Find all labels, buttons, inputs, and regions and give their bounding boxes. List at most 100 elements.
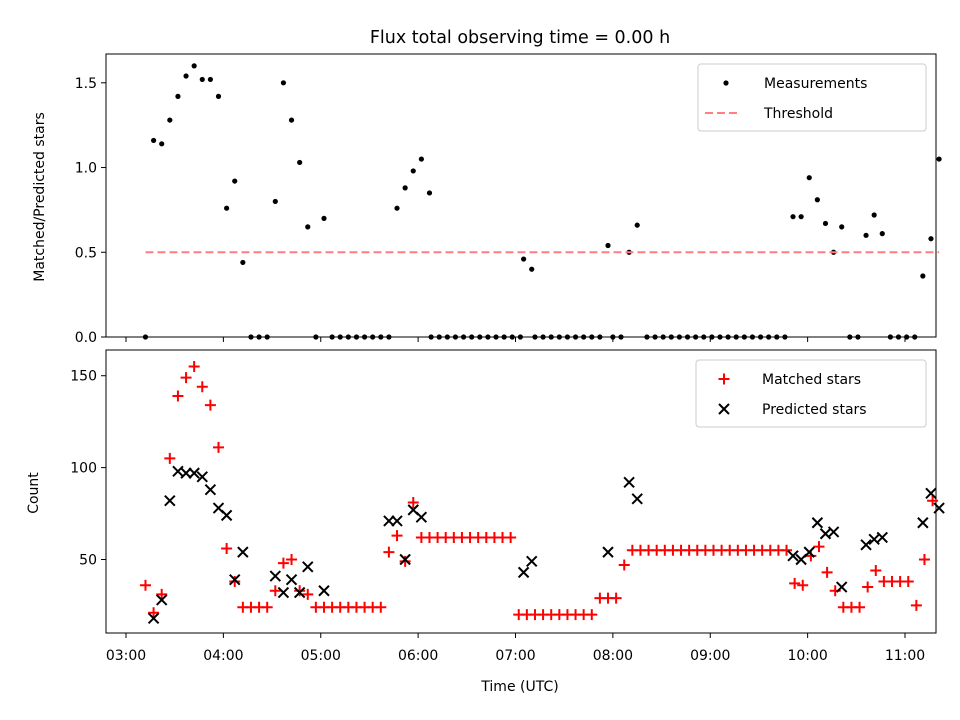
y-tick-label: 0.5 (75, 245, 97, 261)
measurement-point (329, 334, 335, 340)
measurement-point (297, 159, 303, 166)
predicted-point (285, 574, 298, 586)
matched-point (910, 599, 922, 611)
measurement-point (418, 156, 424, 162)
measurement-point (264, 334, 270, 340)
measurement-point (256, 334, 262, 340)
measurement-point (618, 334, 624, 340)
y-tick-label: 100 (70, 461, 97, 477)
predicted-point (415, 511, 428, 523)
measurement-point (183, 73, 189, 79)
measurement-point (361, 334, 368, 340)
legend: Measurements Threshold (697, 63, 927, 132)
measurement-point (749, 334, 756, 340)
matched-point (269, 585, 281, 597)
measurement-point (652, 334, 658, 340)
measurement-point (540, 334, 546, 340)
measurement-point (345, 334, 351, 340)
matched-point (139, 579, 151, 591)
measurement-point (814, 197, 820, 203)
measurement-point (733, 334, 739, 340)
count-panel: 03:00 04:00 05:00 06:00 07:00 08:00 09:00 10:00… (70, 349, 945, 664)
predicted-point (787, 550, 799, 562)
predicted-point (204, 483, 217, 496)
measurement-point (501, 334, 507, 340)
measurement-point (191, 63, 197, 69)
measurement-point (668, 334, 674, 340)
measurement-point (564, 334, 571, 340)
measurement-point (676, 334, 683, 340)
matched-point (156, 588, 168, 600)
matched-point (221, 542, 233, 554)
matched-point (927, 495, 939, 507)
predicted-point (933, 502, 945, 514)
predicted-point (391, 515, 403, 527)
measurement-point (532, 334, 538, 340)
measurement-point (871, 212, 877, 218)
measurement-point (572, 334, 579, 340)
measurement-point (199, 76, 205, 83)
measurement-point (920, 273, 926, 279)
predicted-point (631, 493, 643, 505)
y-tick-label: 50 (79, 552, 97, 568)
measurement-point (272, 198, 278, 205)
measurement-point (175, 93, 181, 99)
measurement-point (167, 117, 173, 123)
legend-plus-icon (718, 373, 730, 385)
predicted-point (196, 471, 208, 483)
x-tick-label: 07:00 (495, 648, 535, 664)
legend-box (697, 63, 927, 132)
predicted-point (188, 467, 200, 479)
legend-label: Matched stars (762, 372, 861, 388)
measurement-point (207, 76, 213, 83)
predicted-point (147, 612, 160, 625)
x-axis-label: Time (UTC) (480, 679, 558, 695)
measurement-point (855, 334, 861, 340)
measurement-point (337, 334, 343, 340)
measurement-point (879, 231, 885, 237)
predicted-point (155, 594, 168, 606)
matched-point (172, 390, 184, 402)
measurement-point (321, 215, 327, 221)
x-tick-label: 06:00 (398, 648, 438, 664)
measurement-point (605, 242, 611, 249)
y-tick-label: 1.5 (75, 76, 97, 92)
measurement-point (485, 334, 491, 340)
predicted-point (269, 570, 282, 582)
predicted-point (623, 476, 635, 489)
matched-point (261, 601, 273, 613)
measurement-point (774, 334, 780, 340)
matched-point (180, 372, 192, 384)
measurement-point (822, 220, 829, 227)
matched-point (902, 576, 914, 588)
measurement-point (509, 334, 515, 340)
measurement-point (240, 259, 246, 266)
matched-point (383, 546, 395, 558)
measurement-point (436, 334, 442, 340)
x-tick-label: 11:00 (885, 648, 925, 664)
matched-point (870, 565, 882, 577)
predicted-point (277, 586, 290, 599)
matched-point (277, 557, 289, 569)
measurement-point (684, 334, 691, 340)
matched-point (164, 452, 176, 464)
measurement-point (386, 334, 392, 340)
predicted-point (302, 561, 314, 573)
series-measurements (142, 63, 942, 340)
measurement-point (798, 214, 804, 220)
measurement-point (248, 334, 254, 340)
measurement-point (589, 334, 595, 340)
measurement-point (644, 334, 650, 340)
measurement-point (517, 334, 523, 340)
measurement-point (142, 334, 149, 340)
matched-point (797, 579, 809, 591)
measurement-point (634, 222, 640, 228)
predicted-point (293, 586, 306, 599)
matched-point (618, 559, 630, 571)
measurement-point (477, 334, 483, 340)
matched-point (294, 585, 306, 597)
legend-dot-icon (723, 80, 729, 86)
predicted-point (917, 517, 929, 529)
measurement-point (936, 156, 942, 162)
y-tick-label: 1.0 (75, 161, 97, 177)
